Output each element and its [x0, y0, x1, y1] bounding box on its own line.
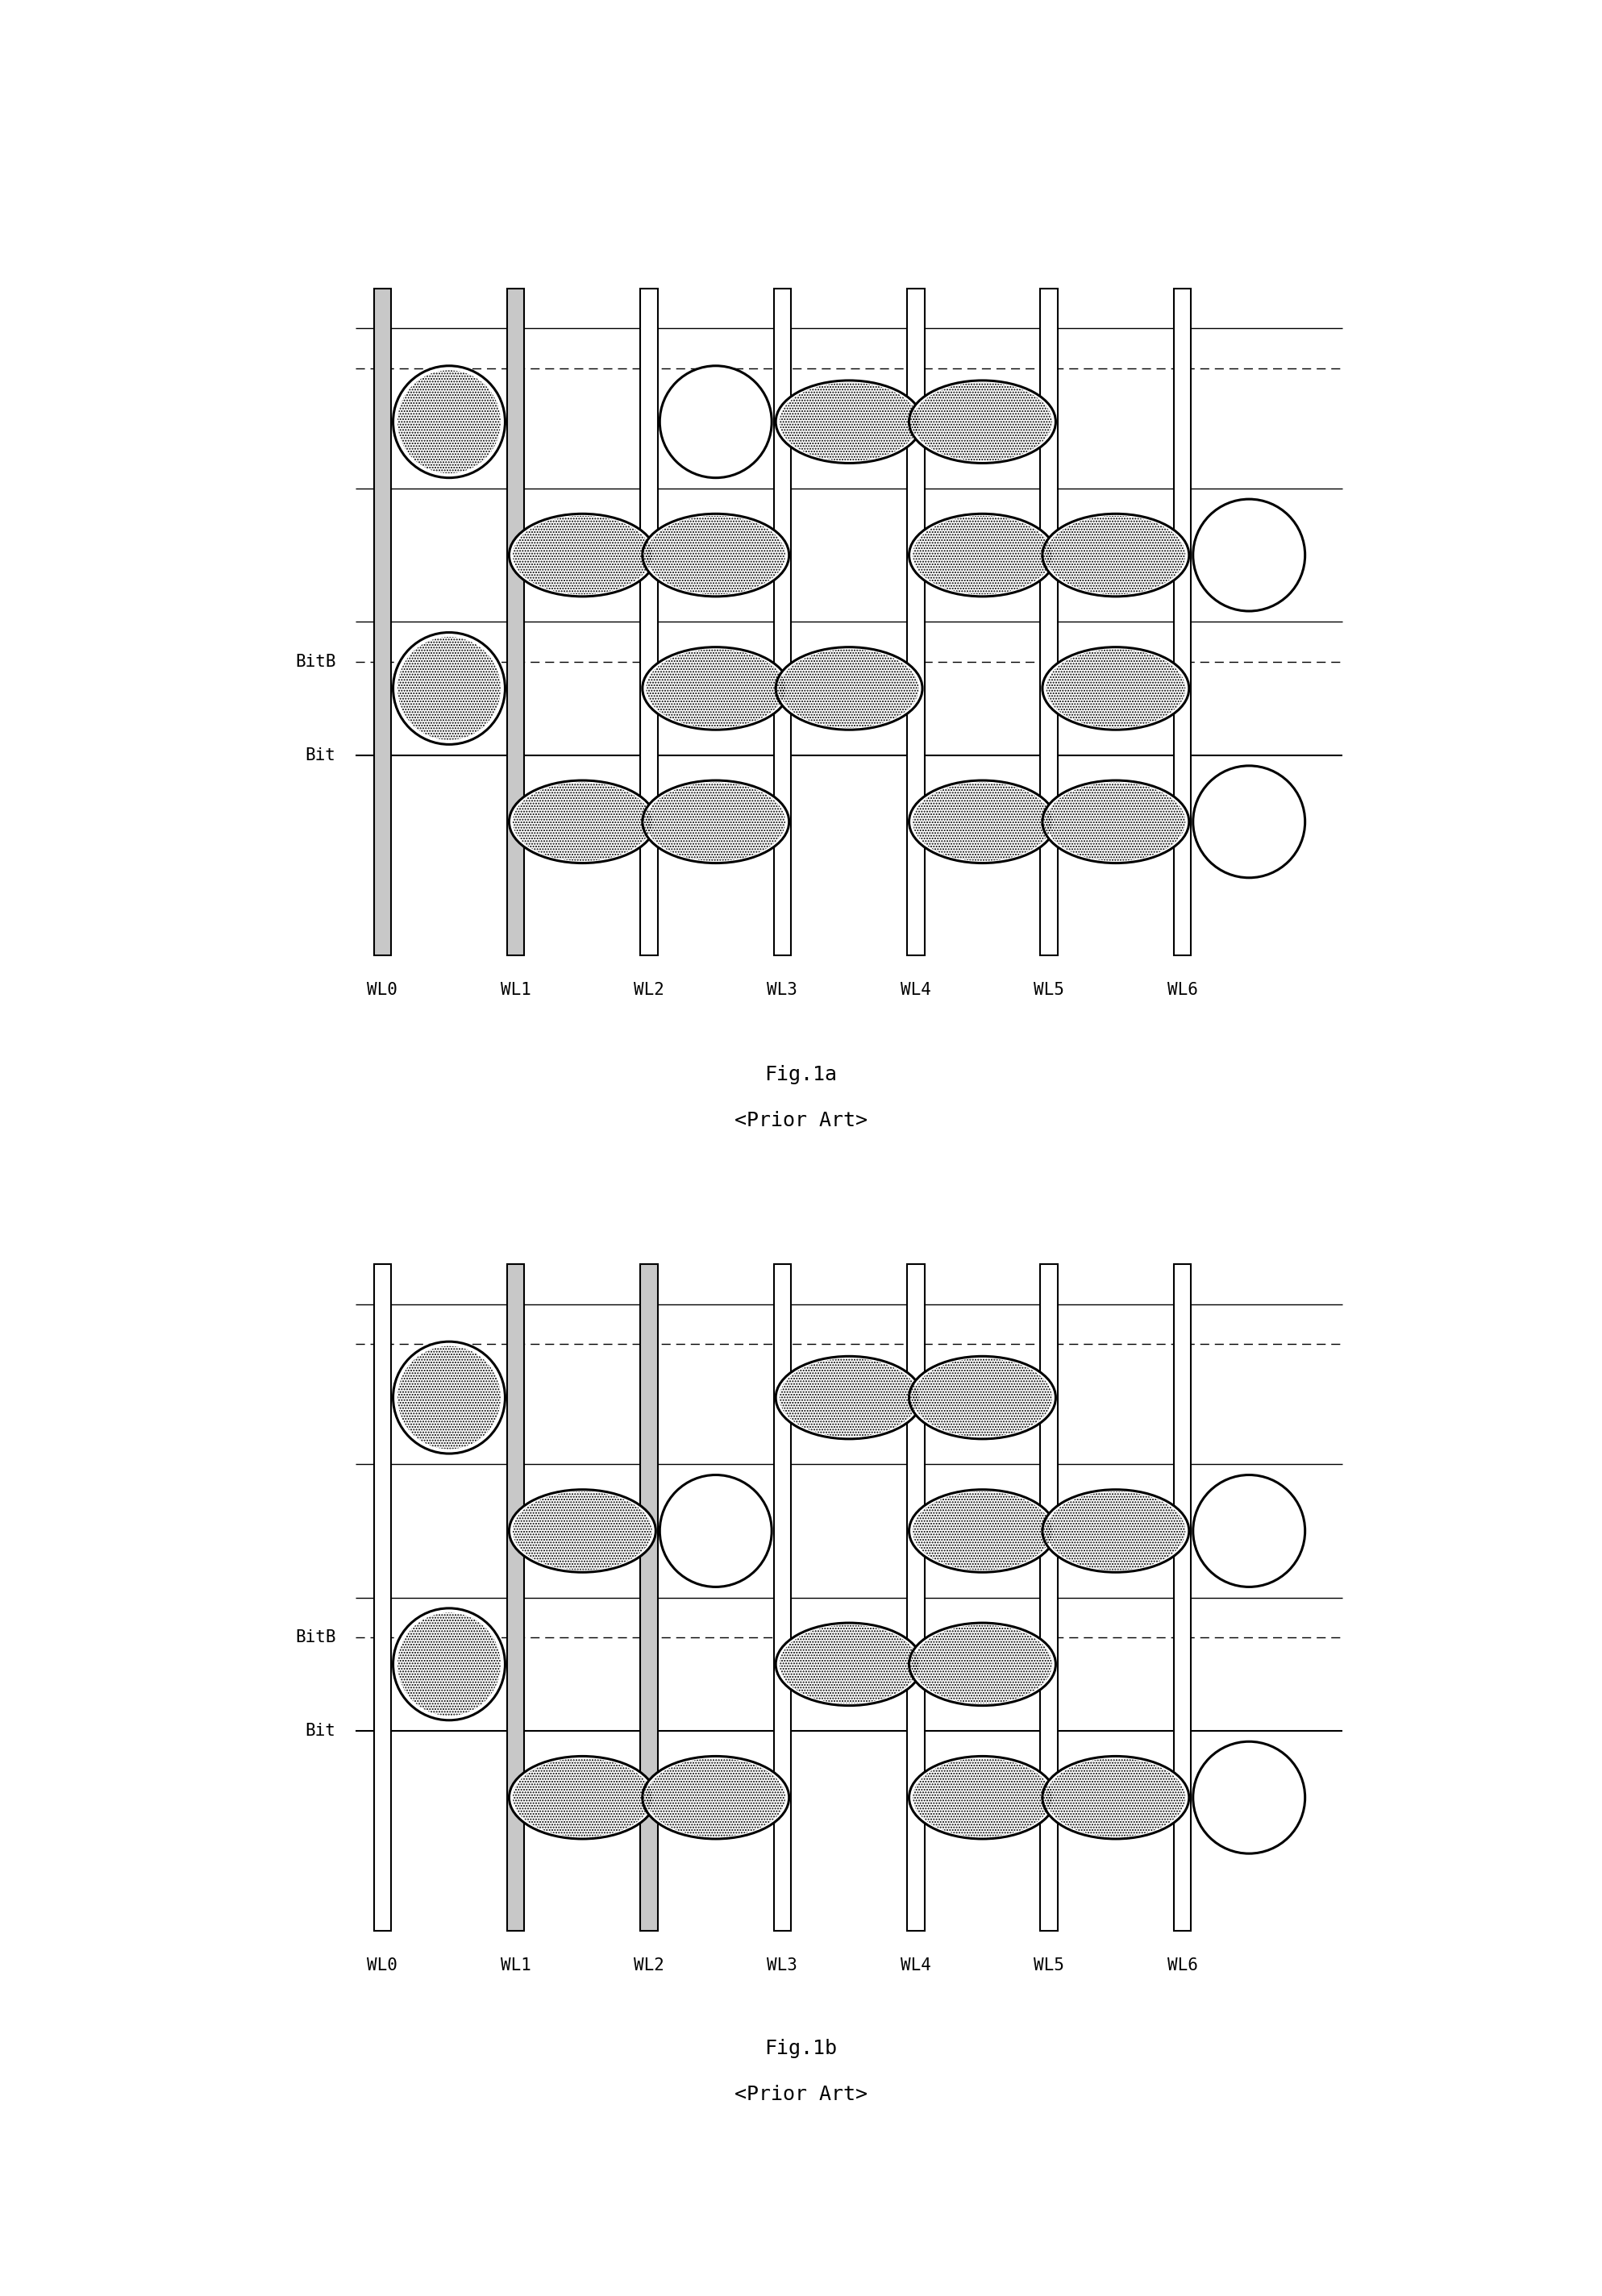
Circle shape: [1193, 1743, 1306, 1853]
Text: <Prior Art>: <Prior Art>: [734, 1111, 868, 1130]
Ellipse shape: [642, 781, 790, 863]
Ellipse shape: [908, 1490, 1056, 1573]
Ellipse shape: [775, 1357, 923, 1440]
Bar: [907, 289, 924, 955]
Bar: [1040, 1265, 1057, 1931]
Text: WL3: WL3: [767, 983, 798, 999]
Ellipse shape: [1043, 1490, 1189, 1573]
Ellipse shape: [1043, 514, 1189, 597]
Ellipse shape: [908, 781, 1056, 863]
Ellipse shape: [908, 381, 1056, 464]
Ellipse shape: [1043, 647, 1189, 730]
Text: Bit: Bit: [306, 746, 336, 762]
Bar: [641, 289, 658, 955]
Text: WL6: WL6: [1168, 983, 1198, 999]
Ellipse shape: [775, 1623, 923, 1706]
Circle shape: [660, 1474, 772, 1587]
Text: WL4: WL4: [900, 1958, 931, 1975]
Bar: [907, 1265, 924, 1931]
Ellipse shape: [509, 1756, 655, 1839]
Text: Bit: Bit: [306, 1722, 336, 1738]
Bar: [641, 1265, 658, 1931]
Circle shape: [392, 1341, 505, 1453]
Text: WL2: WL2: [634, 983, 665, 999]
Circle shape: [1193, 1474, 1306, 1587]
Text: WL4: WL4: [900, 983, 931, 999]
Bar: [508, 1265, 524, 1931]
Text: WL3: WL3: [767, 1958, 798, 1975]
Ellipse shape: [642, 514, 790, 597]
Text: BitB: BitB: [295, 654, 336, 670]
Circle shape: [392, 631, 505, 744]
Ellipse shape: [642, 1756, 790, 1839]
Ellipse shape: [509, 514, 655, 597]
Ellipse shape: [642, 647, 790, 730]
Circle shape: [1193, 767, 1306, 877]
Bar: [774, 1265, 791, 1931]
Circle shape: [660, 365, 772, 478]
Bar: [508, 289, 524, 955]
Ellipse shape: [908, 1623, 1056, 1706]
Bar: [373, 289, 391, 955]
Text: WL2: WL2: [634, 1958, 665, 1975]
Ellipse shape: [908, 1357, 1056, 1440]
Text: WL1: WL1: [500, 983, 530, 999]
Text: WL0: WL0: [367, 1958, 397, 1975]
Ellipse shape: [775, 647, 923, 730]
Text: BitB: BitB: [295, 1630, 336, 1646]
Ellipse shape: [908, 1756, 1056, 1839]
Circle shape: [1193, 498, 1306, 611]
Ellipse shape: [509, 781, 655, 863]
Text: WL6: WL6: [1168, 1958, 1198, 1975]
Bar: [774, 289, 791, 955]
Text: Fig.1a: Fig.1a: [764, 1065, 838, 1084]
Bar: [1174, 289, 1190, 955]
Text: WL5: WL5: [1033, 1958, 1064, 1975]
Circle shape: [392, 1607, 505, 1720]
Ellipse shape: [1043, 1756, 1189, 1839]
Ellipse shape: [1043, 781, 1189, 863]
Ellipse shape: [509, 1490, 655, 1573]
Text: WL5: WL5: [1033, 983, 1064, 999]
Text: <Prior Art>: <Prior Art>: [734, 2085, 868, 2103]
Bar: [373, 1265, 391, 1931]
Bar: [1040, 289, 1057, 955]
Bar: [1174, 1265, 1190, 1931]
Text: WL0: WL0: [367, 983, 397, 999]
Ellipse shape: [908, 514, 1056, 597]
Text: WL1: WL1: [500, 1958, 530, 1975]
Circle shape: [392, 365, 505, 478]
Ellipse shape: [775, 381, 923, 464]
Text: Fig.1b: Fig.1b: [764, 2039, 838, 2057]
